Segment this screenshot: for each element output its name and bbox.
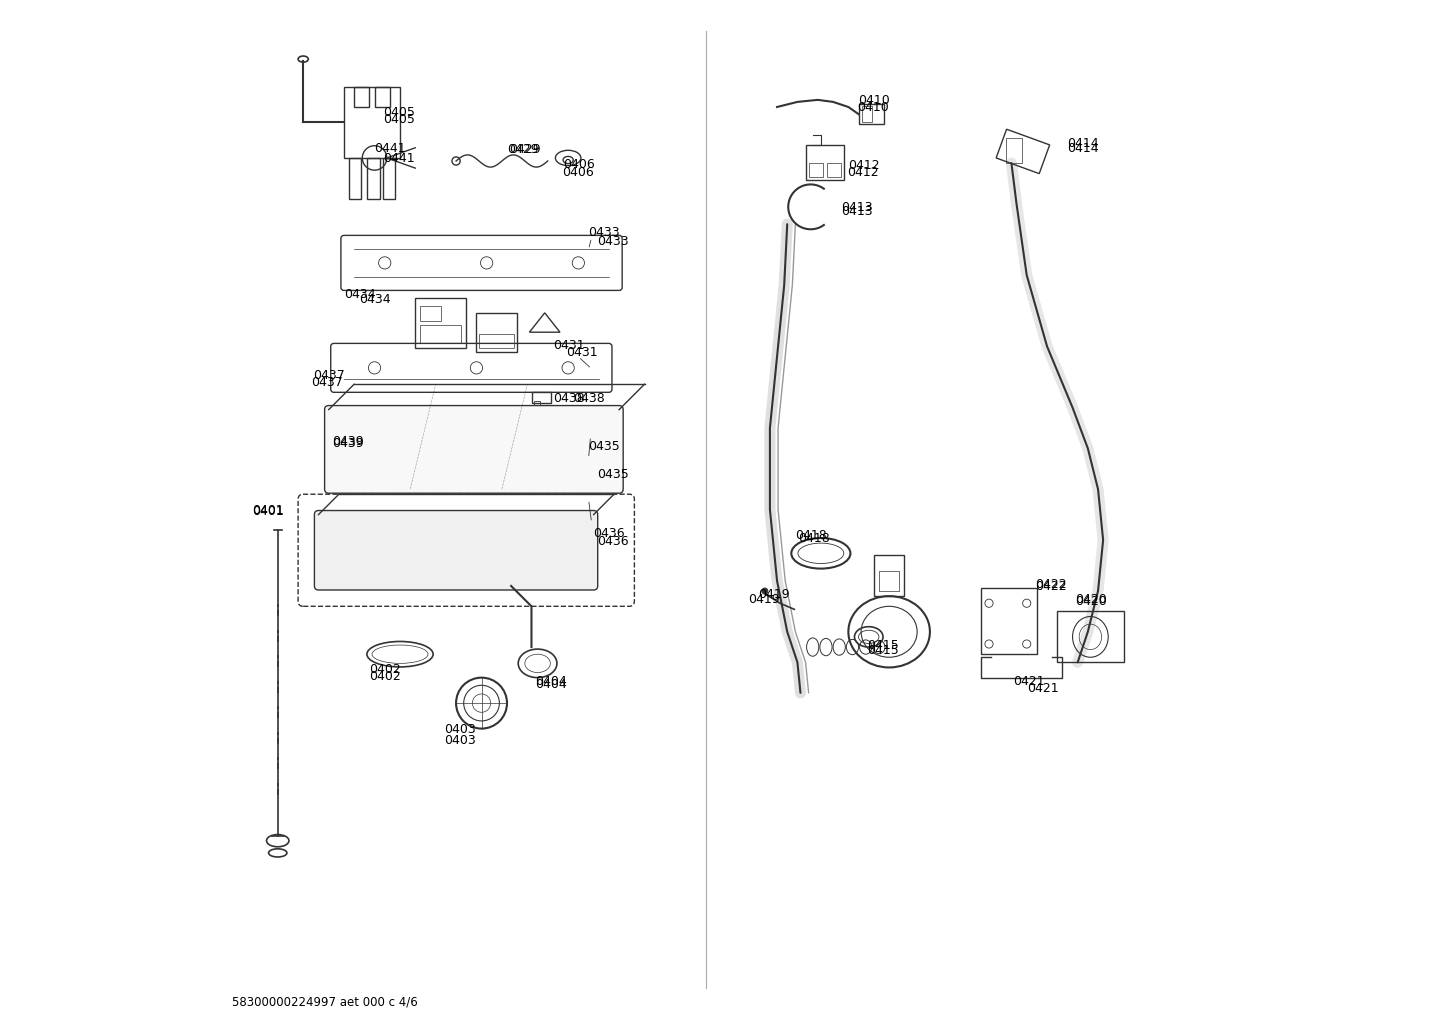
- Text: 0406: 0406: [562, 166, 594, 179]
- Text: 58300000224997 aet 000 c 4/6: 58300000224997 aet 000 c 4/6: [232, 996, 418, 1009]
- Bar: [355, 87, 369, 107]
- Text: 0434: 0434: [345, 287, 375, 301]
- FancyBboxPatch shape: [324, 406, 623, 493]
- Text: 0419: 0419: [748, 593, 780, 606]
- Bar: [421, 325, 461, 343]
- Text: 0419: 0419: [757, 588, 789, 601]
- Text: 0410: 0410: [858, 94, 890, 107]
- Ellipse shape: [761, 588, 769, 594]
- Text: 0436: 0436: [597, 535, 629, 548]
- Text: 0412: 0412: [848, 166, 880, 179]
- Text: 0403: 0403: [444, 722, 476, 736]
- Text: 0420: 0420: [1076, 595, 1107, 608]
- Bar: [480, 334, 515, 348]
- Text: 0412: 0412: [848, 159, 880, 172]
- Text: 0436: 0436: [594, 527, 626, 540]
- Text: 0402: 0402: [369, 669, 401, 683]
- Text: 0437: 0437: [313, 369, 345, 382]
- Text: 0410: 0410: [858, 101, 890, 114]
- Text: 0434: 0434: [359, 292, 391, 306]
- Bar: [874, 555, 904, 596]
- Text: 0429: 0429: [508, 143, 539, 156]
- Text: 0433: 0433: [588, 226, 620, 239]
- Text: 0435: 0435: [588, 440, 620, 453]
- Text: 0404: 0404: [535, 675, 567, 688]
- Bar: [349, 158, 362, 199]
- Text: 0420: 0420: [1076, 593, 1107, 606]
- Text: 0421: 0421: [1014, 675, 1045, 688]
- Bar: [981, 588, 1037, 654]
- Text: 0401: 0401: [252, 504, 284, 518]
- Bar: [368, 158, 379, 199]
- Text: 0404: 0404: [535, 678, 567, 691]
- Text: 0414: 0414: [1067, 142, 1099, 155]
- Text: 0422: 0422: [1035, 578, 1067, 591]
- Text: 0418: 0418: [799, 532, 831, 545]
- Text: 0405: 0405: [382, 113, 414, 126]
- Bar: [1007, 138, 1021, 163]
- Bar: [862, 106, 872, 122]
- Text: 0431: 0431: [552, 338, 584, 352]
- Text: 0402: 0402: [369, 662, 401, 676]
- FancyBboxPatch shape: [314, 511, 597, 590]
- Text: 0406: 0406: [562, 158, 594, 171]
- Text: 0441: 0441: [382, 152, 414, 165]
- Text: 0433: 0433: [597, 234, 629, 248]
- Text: 0441: 0441: [375, 142, 407, 155]
- Text: 0401: 0401: [252, 503, 284, 517]
- Bar: [476, 313, 518, 352]
- Bar: [415, 298, 466, 348]
- Text: 0435: 0435: [597, 468, 629, 481]
- Bar: [421, 306, 441, 321]
- Bar: [382, 158, 395, 199]
- Bar: [826, 163, 841, 177]
- Text: 0421: 0421: [1027, 682, 1058, 695]
- Bar: [806, 145, 845, 180]
- Text: 0437: 0437: [311, 376, 343, 389]
- Bar: [880, 571, 900, 591]
- Bar: [1057, 611, 1123, 662]
- Text: 0415: 0415: [867, 644, 898, 657]
- Text: 0438: 0438: [574, 391, 606, 405]
- Text: 0422: 0422: [1035, 580, 1067, 593]
- Text: 0405: 0405: [382, 106, 414, 119]
- Text: 0439: 0439: [332, 437, 363, 450]
- Text: 0431: 0431: [567, 345, 598, 359]
- Text: 0413: 0413: [841, 205, 872, 218]
- Text: 0403: 0403: [444, 734, 476, 747]
- Text: 0438: 0438: [552, 391, 584, 405]
- Bar: [532, 392, 551, 403]
- Text: 0413: 0413: [841, 201, 872, 214]
- Bar: [809, 163, 823, 177]
- Text: 0439: 0439: [332, 435, 363, 448]
- Text: 0429: 0429: [509, 143, 541, 156]
- Bar: [375, 87, 389, 107]
- Text: 0415: 0415: [867, 639, 898, 652]
- Bar: [996, 129, 1050, 173]
- Text: 0418: 0418: [796, 529, 828, 542]
- Bar: [534, 401, 539, 410]
- Bar: [858, 104, 884, 124]
- Text: 0414: 0414: [1067, 137, 1099, 150]
- Bar: [345, 87, 399, 158]
